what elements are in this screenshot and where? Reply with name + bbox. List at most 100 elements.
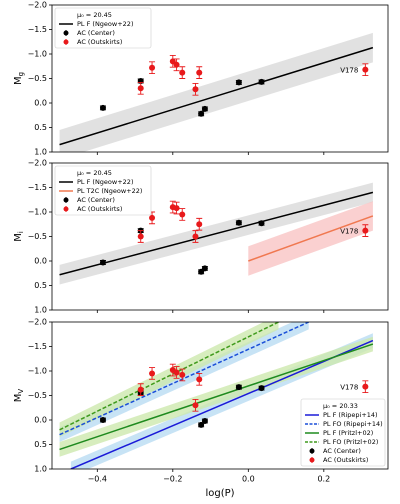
y-tick-label: 0.5 [34,281,47,290]
fit-line [59,322,279,431]
legend-title: μ₀ = 20.33 [323,402,358,410]
legend-swatch [63,39,69,45]
legend-label: AC (Outskirts) [77,38,122,46]
data-point [179,69,186,76]
legend-label: AC (Outskirts) [323,456,368,464]
legend-label: AC (Center) [77,29,115,37]
data-point [149,64,156,71]
legend-label: PL F (Ripepi+14) [323,411,378,419]
error-band [59,322,279,438]
data-point [99,417,106,423]
y-axis-label: Mg [13,72,25,85]
x-axis-label: log(P) [205,488,234,499]
data-point [198,421,205,428]
y-tick-label: −0.5 [28,232,47,241]
panel: V178 −2.0 −1.5 −1.0 −0.5 0.0 0.5 1.0 Mi μ₀ = 20.4… [13,159,389,315]
x-tick-label: 0.0 [242,475,255,484]
legend-label: PL F (Ngeow+22) [77,178,133,186]
legend-label: AC (Outskirts) [77,205,122,213]
y-tick-label: −2.0 [28,159,47,168]
data-point [258,78,265,85]
y-label-main: M [13,394,24,403]
legend-swatch [309,448,315,454]
fit-line [59,343,374,451]
y-tick-label: −0.5 [28,74,47,83]
y-axis-label: Mi [13,231,25,242]
data-point [196,69,203,76]
plot-area [59,32,374,152]
data-point [179,211,186,218]
y-tick-label: −2.0 [28,1,47,10]
legend-title: μ₀ = 20.45 [77,11,112,19]
data-point [137,233,144,240]
data-point [258,385,265,392]
plot-area [59,322,374,469]
legend-label: PL T2C (Ngeow+22) [77,187,142,195]
data-point [362,227,369,234]
annotation: V178 [340,228,358,236]
y-tick-label: −1.5 [28,25,47,34]
panel: V178 −2.0 −1.5 −1.0 −0.5 0.0 0.5 1.0 −0.4 −0.2 0.0… [13,318,389,499]
y-tick-label: 1.0 [34,306,47,315]
error-band [59,322,309,443]
y-tick-label: −1.0 [28,367,47,376]
y-tick-label: 0.0 [34,416,47,425]
data-point [201,417,208,424]
data-point [149,214,156,221]
data-point [192,86,199,93]
data-point [235,384,242,391]
data-point [235,79,242,86]
fit-line [59,46,374,146]
data-point [179,371,186,378]
y-tick-label: −1.5 [28,183,47,192]
fit-line [59,322,310,436]
data-point [192,402,199,409]
data-point [362,383,369,390]
legend-label: AC (Center) [77,196,115,204]
data-point [149,370,156,377]
legend-box [300,398,386,467]
y-tick-label: 0.0 [34,257,47,266]
x-tick-label: 0.2 [317,475,330,484]
y-tick-label: −1.0 [28,50,47,59]
x-tick-label: −0.4 [88,475,107,484]
error-band [59,32,373,152]
legend-label: PL F (Pritzl+02) [323,429,373,437]
legend-label: AC (Center) [323,447,361,455]
y-tick-label: 1.0 [34,148,47,157]
data-point [99,259,106,266]
y-tick-label: 0.5 [34,440,47,449]
data-point [196,376,203,383]
data-point [99,104,106,111]
y-axis-label: MV [13,389,25,403]
fit-line [248,215,374,262]
legend-box [54,165,152,216]
y-label-sub: g [17,72,25,76]
data-point [137,386,144,393]
annotation: V178 [340,67,358,75]
data-point [198,110,205,117]
legend-swatch [63,197,69,203]
data-point [235,219,242,226]
data-point [362,66,369,73]
data-point [258,220,265,227]
data-point [201,265,208,272]
fit-line [70,339,374,469]
data-point [137,85,144,92]
legend-swatch [309,457,315,463]
y-label-main: M [13,233,24,242]
legend-title: μ₀ = 20.45 [77,169,112,177]
data-point [201,105,208,112]
data-point [173,205,180,212]
data-point [173,369,180,376]
legend-label: PL FO (Ripepi+14) [323,420,383,428]
data-point [196,221,203,228]
y-tick-label: −1.5 [28,342,47,351]
y-label-sub: V [17,389,25,394]
y-tick-label: 0.5 [34,123,47,132]
data-point [173,61,180,68]
legend-label: PL FO (Pritzl+02) [323,438,378,446]
